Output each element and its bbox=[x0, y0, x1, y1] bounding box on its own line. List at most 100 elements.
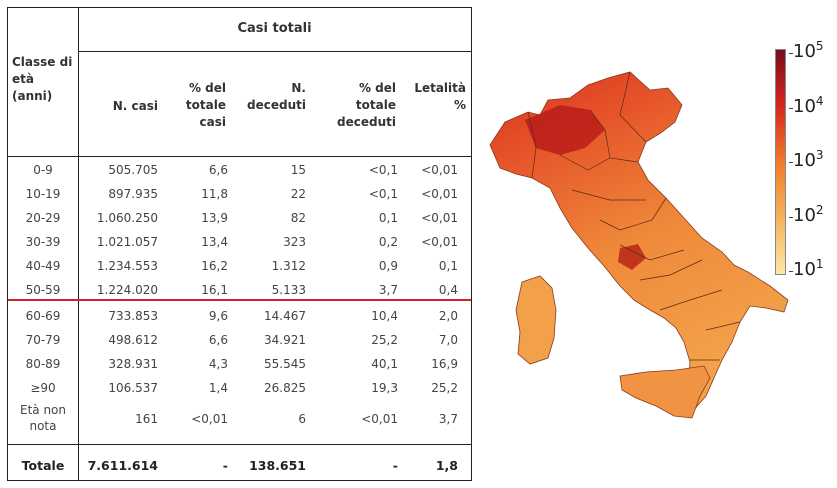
cell-lethality: 0,4 bbox=[438, 283, 458, 297]
cell-pct-deaths: <0,1 bbox=[368, 187, 398, 201]
cell-lethality: 2,0 bbox=[438, 309, 458, 323]
cell-pct-cases: - bbox=[222, 458, 228, 473]
table-row: 20-29 1.060.250 13,9 82 0,1 <0,01 bbox=[8, 206, 471, 230]
cell-age: 10-19 bbox=[25, 187, 61, 201]
cell-cases: 1.060.250 bbox=[96, 211, 158, 225]
region-borders bbox=[527, 71, 741, 361]
cell-cases: 1.021.057 bbox=[96, 235, 158, 249]
cell-deaths: 6 bbox=[298, 412, 306, 426]
cell-pct-cases: 13,4 bbox=[201, 235, 228, 249]
colorbar-tick-label: 102 bbox=[793, 202, 824, 226]
cell-pct-deaths: 0,2 bbox=[378, 235, 398, 249]
cell-deaths: 14.467 bbox=[264, 309, 306, 323]
colorbar-tick-label: 104 bbox=[793, 93, 824, 117]
cell-lethality: <0,01 bbox=[421, 187, 458, 201]
cell-deaths: 22 bbox=[290, 187, 306, 201]
cell-age: Totale bbox=[21, 458, 65, 473]
age-threshold-line bbox=[8, 299, 471, 301]
cell-age: 60-69 bbox=[25, 309, 61, 323]
cell-pct-cases: 9,6 bbox=[208, 309, 228, 323]
header-pct-cases: % del totale casi bbox=[185, 81, 226, 129]
colorbar-tick bbox=[789, 216, 793, 218]
cell-cases: 498.612 bbox=[108, 333, 158, 347]
cell-cases: 733.853 bbox=[108, 309, 158, 323]
cell-pct-cases: 11,8 bbox=[201, 187, 228, 201]
cell-deaths: 34.921 bbox=[264, 333, 306, 347]
colorbar-tick bbox=[789, 162, 793, 163]
cell-age: 20-29 bbox=[25, 211, 61, 225]
cell-pct-cases: 4,3 bbox=[208, 357, 228, 371]
cell-pct-cases: 13,9 bbox=[201, 211, 228, 225]
cell-cases: 328.931 bbox=[108, 357, 158, 371]
header-lethality: Letalità % bbox=[414, 81, 466, 112]
cell-cases: 161 bbox=[135, 412, 158, 426]
rome-hotspot bbox=[618, 244, 646, 270]
cell-deaths: 323 bbox=[283, 235, 306, 249]
total-divider bbox=[8, 444, 471, 445]
cell-cases: 7.611.614 bbox=[87, 458, 158, 473]
cell-pct-cases: 16,2 bbox=[201, 259, 228, 273]
colorbar-tick-label: 101 bbox=[793, 257, 824, 280]
cell-pct-cases: 6,6 bbox=[208, 163, 228, 177]
cell-age: 40-49 bbox=[25, 259, 61, 273]
colorbar bbox=[775, 49, 786, 275]
cell-pct-cases: <0,01 bbox=[191, 412, 228, 426]
cell-lethality: <0,01 bbox=[421, 235, 458, 249]
total-row: Totale 7.611.614 - 138.651 - 1,8 bbox=[8, 454, 471, 480]
cell-lethality: 3,7 bbox=[438, 412, 458, 426]
cell-pct-deaths: 0,9 bbox=[378, 259, 398, 273]
northern-hotspot bbox=[525, 105, 605, 155]
cell-lethality: 25,2 bbox=[431, 381, 458, 395]
table-row: 80-89 328.931 4,3 55.545 40,1 16,9 bbox=[8, 352, 471, 376]
cell-age: 70-79 bbox=[25, 333, 61, 347]
colorbar-tick bbox=[789, 107, 793, 109]
colorbar-tick bbox=[789, 53, 793, 54]
cell-deaths: 138.651 bbox=[249, 458, 306, 473]
sicily bbox=[619, 365, 711, 419]
cell-age: Età non nota bbox=[19, 403, 66, 433]
header-cases: N. casi bbox=[112, 99, 158, 113]
cell-pct-cases: 16,1 bbox=[201, 283, 228, 297]
cell-pct-deaths: 40,1 bbox=[371, 357, 398, 371]
group-header-divider bbox=[78, 51, 471, 52]
table-row: 60-69 733.853 9,6 14.467 10,4 2,0 bbox=[8, 304, 471, 328]
cell-lethality: 16,9 bbox=[431, 357, 458, 371]
table-row: 70-79 498.612 6,6 34.921 25,2 7,0 bbox=[8, 328, 471, 352]
cell-lethality: <0,01 bbox=[421, 163, 458, 177]
cell-pct-deaths: 10,4 bbox=[371, 309, 398, 323]
cell-lethality: <0,01 bbox=[421, 211, 458, 225]
column-divider bbox=[78, 8, 79, 480]
cell-pct-cases: 6,6 bbox=[208, 333, 228, 347]
group-header: Casi totali bbox=[237, 21, 312, 36]
colorbar-tick-label: 103 bbox=[793, 148, 824, 171]
italy-province-map bbox=[489, 71, 789, 419]
table-row: Età non nota 161 <0,01 6 <0,01 3,7 bbox=[8, 400, 471, 440]
table-row: 0-9 505.705 6,6 15 <0,1 <0,01 bbox=[8, 158, 471, 182]
header-pct-deaths: % del totale deceduti bbox=[337, 81, 396, 129]
cell-pct-cases: 1,4 bbox=[208, 381, 228, 395]
cell-lethality: 0,1 bbox=[438, 259, 458, 273]
age-class-table: Casi totali Classe di età (anni) N. casi… bbox=[7, 7, 472, 481]
cell-pct-deaths: <0,1 bbox=[368, 163, 398, 177]
cell-deaths: 82 bbox=[290, 211, 306, 225]
table-row: 40-49 1.234.553 16,2 1.312 0,9 0,1 bbox=[8, 254, 471, 278]
cell-age: ≥90 bbox=[30, 381, 56, 395]
table-row: 50-59 1.224.020 16,1 5.133 3,7 0,4 bbox=[8, 278, 471, 302]
cell-cases: 106.537 bbox=[108, 381, 158, 395]
cell-pct-deaths: 25,2 bbox=[371, 333, 398, 347]
cell-pct-deaths: 0,1 bbox=[378, 211, 398, 225]
table-row: 10-19 897.935 11,8 22 <0,1 <0,01 bbox=[8, 182, 471, 206]
cell-deaths: 1.312 bbox=[271, 259, 306, 273]
cell-deaths: 15 bbox=[290, 163, 306, 177]
cell-pct-deaths: 3,7 bbox=[378, 283, 398, 297]
sardinia bbox=[515, 275, 557, 365]
cell-age: 50-59 bbox=[25, 283, 61, 297]
colorbar-tick bbox=[789, 271, 793, 272]
colorbar-tick-label: 105 bbox=[793, 39, 824, 62]
cell-cases: 1.224.020 bbox=[96, 283, 158, 297]
cell-deaths: 5.133 bbox=[271, 283, 306, 297]
cell-cases: 1.234.553 bbox=[96, 259, 158, 273]
header-deaths: N. deceduti bbox=[247, 81, 306, 112]
header-divider bbox=[8, 156, 471, 157]
cell-age: 30-39 bbox=[25, 235, 61, 249]
